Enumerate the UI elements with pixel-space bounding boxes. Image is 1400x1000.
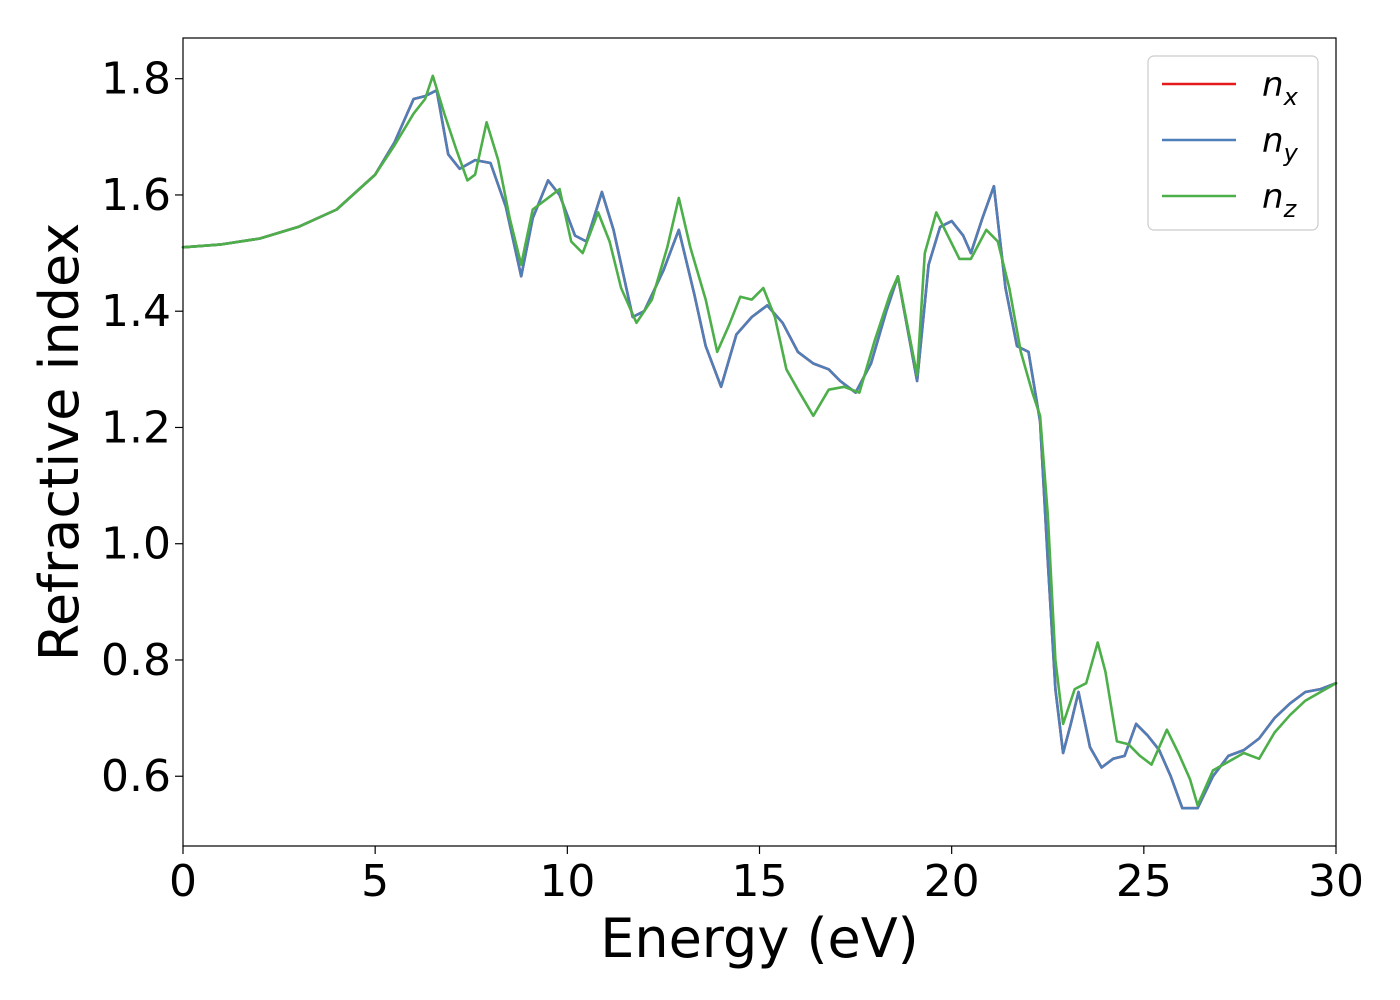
y-tick-label: 0.6 [101, 751, 171, 802]
legend-label-nx: nx [1262, 65, 1299, 111]
y-tick-label: 0.8 [101, 635, 171, 686]
x-tick-label: 10 [539, 856, 595, 907]
x-axis: 0 5 10 15 20 25 30 [169, 846, 1364, 907]
series-line-nz [181, 74, 1338, 807]
legend-label-nz: nz [1262, 177, 1298, 223]
x-tick-label: 15 [732, 856, 788, 907]
y-tick-label: 1.6 [101, 170, 171, 221]
y-tick-label: 1.4 [101, 286, 171, 337]
legend: nx ny nz [1147, 55, 1319, 231]
x-tick-label: 20 [924, 856, 980, 907]
x-axis-title: Energy (eV) [600, 907, 919, 970]
y-tick-label: 1.2 [101, 402, 171, 453]
series-layer [181, 74, 1338, 810]
x-tick-label: 5 [361, 856, 389, 907]
x-tick-label: 25 [1116, 856, 1172, 907]
y-axis-title: Refractive index [28, 223, 91, 662]
x-tick-label: 30 [1308, 856, 1364, 907]
y-axis: 0.6 0.8 1.0 1.2 1.4 1.6 1.8 [101, 54, 183, 802]
y-tick-label: 1.0 [101, 519, 171, 570]
y-tick-label: 1.8 [101, 54, 171, 105]
legend-label-ny: ny [1262, 121, 1299, 167]
legend-box [1147, 55, 1319, 231]
x-tick-label: 0 [169, 856, 197, 907]
